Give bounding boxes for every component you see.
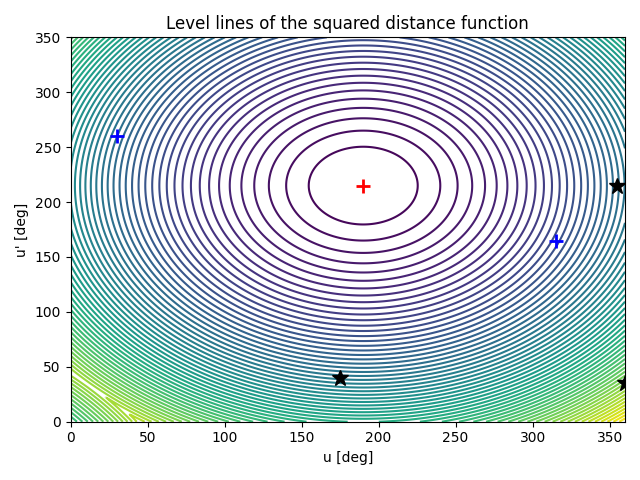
X-axis label: u [deg]: u [deg] xyxy=(323,451,373,465)
Title: Level lines of the squared distance function: Level lines of the squared distance func… xyxy=(166,15,529,33)
Y-axis label: u' [deg]: u' [deg] xyxy=(15,203,29,257)
